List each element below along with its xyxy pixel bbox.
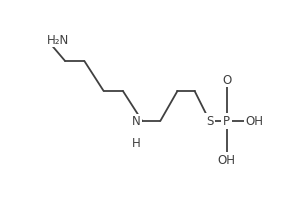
Text: OH: OH: [218, 153, 236, 166]
Text: N: N: [132, 115, 141, 128]
Text: OH: OH: [245, 115, 263, 128]
Text: H: H: [132, 136, 141, 149]
Text: S: S: [206, 115, 213, 128]
Text: H₂N: H₂N: [47, 34, 70, 47]
Text: P: P: [223, 115, 230, 128]
Text: O: O: [222, 73, 231, 86]
